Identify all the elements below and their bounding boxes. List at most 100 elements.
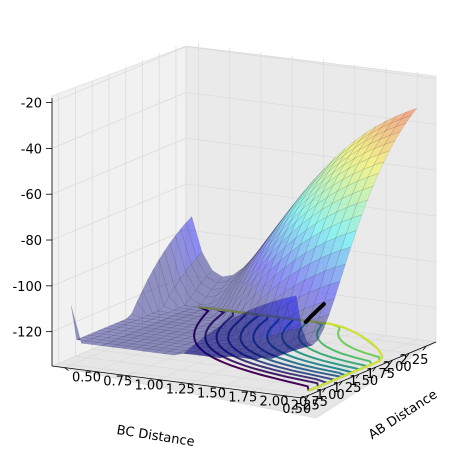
surface-face — [177, 311, 196, 316]
surface-face — [199, 346, 217, 351]
surface-face — [255, 241, 272, 266]
surface-face — [359, 135, 376, 150]
surface-face — [143, 336, 161, 341]
surface-face — [218, 302, 235, 326]
surface-face — [225, 274, 242, 296]
surface-face — [90, 341, 109, 347]
surface-face — [252, 237, 269, 259]
surface-face — [164, 242, 181, 288]
surface-face — [337, 173, 354, 192]
surface-face — [270, 230, 287, 254]
surface-face — [173, 352, 190, 356]
surface-face — [232, 311, 249, 336]
surface-face — [213, 303, 230, 322]
surface-face — [347, 152, 365, 170]
surface-face — [164, 333, 182, 338]
surface-face — [239, 277, 256, 305]
surface-face — [287, 193, 304, 214]
surface-face — [145, 319, 163, 324]
surface-face — [311, 196, 328, 218]
surface-face — [241, 346, 259, 351]
surface-face — [286, 209, 303, 231]
surface-face — [279, 237, 297, 262]
surface-face — [282, 324, 299, 345]
z-tick-label: -40 — [21, 142, 42, 157]
surface-face — [214, 293, 231, 316]
surface-face — [240, 257, 257, 281]
surface-face — [192, 322, 210, 327]
surface-face — [296, 200, 313, 222]
surface-face — [107, 335, 125, 340]
surface-face — [223, 303, 240, 329]
surface-face — [239, 265, 256, 291]
surface-face — [214, 351, 232, 356]
surface-face — [235, 267, 252, 292]
surface-face — [389, 122, 407, 136]
surface-face — [280, 329, 298, 349]
surface-face — [358, 148, 375, 164]
surface-face — [174, 278, 191, 306]
surface-face — [173, 307, 191, 312]
surface-face — [204, 344, 223, 349]
surface-face — [282, 201, 299, 223]
surface-face — [208, 354, 227, 359]
surface-face — [190, 333, 208, 338]
x-tick-mark — [405, 352, 410, 358]
x-tick-mark — [372, 366, 377, 372]
surface-face — [234, 312, 251, 351]
surface-face — [291, 327, 308, 346]
y-tick-mark — [189, 383, 194, 387]
surface-face — [275, 297, 292, 334]
surface-face — [329, 263, 346, 285]
surface-face — [188, 351, 206, 356]
surface-face — [315, 203, 333, 224]
surface-face — [127, 343, 145, 348]
surface-face — [378, 140, 396, 155]
surface-face — [166, 315, 185, 320]
surface-face — [328, 154, 345, 172]
surface-face — [286, 344, 303, 352]
surface-face — [298, 178, 315, 198]
surface-face — [203, 329, 221, 359]
surface-face — [205, 288, 223, 298]
x-axis-label: BC Distance — [115, 423, 195, 450]
surface-face — [250, 340, 267, 360]
y-tick-label: 2.25 — [291, 399, 320, 414]
surface-face — [158, 250, 175, 297]
y-tick-mark — [126, 375, 132, 379]
surface-face — [174, 334, 193, 339]
surface-face — [338, 147, 355, 164]
surface-face — [136, 289, 153, 316]
surface-face — [229, 278, 246, 304]
surface-face — [265, 242, 282, 267]
surface-face — [178, 305, 196, 310]
axes: 0.500.751.001.251.501.752.002.250.50 0.75… — [12, 97, 437, 417]
surface-face — [262, 223, 279, 246]
surface-face — [307, 180, 324, 200]
surface-face — [343, 149, 360, 166]
y-tick-label: 1.25 — [166, 383, 195, 398]
surface-face — [276, 209, 293, 232]
surface-face — [308, 167, 325, 186]
surface-face — [287, 308, 305, 331]
surface-face — [216, 334, 234, 339]
surface-face — [221, 337, 239, 342]
surface-face — [262, 308, 280, 334]
surface-face — [288, 279, 305, 304]
surface-face — [278, 203, 295, 225]
surface-face — [323, 155, 340, 173]
surface-mesh — [71, 107, 418, 360]
surface-face — [198, 313, 216, 318]
surface-face — [215, 340, 234, 345]
surface-face — [186, 324, 204, 329]
surface-face — [153, 343, 171, 349]
surface-face — [169, 235, 186, 280]
surface-face — [246, 247, 263, 271]
surface-face — [251, 239, 268, 262]
surface-face — [251, 341, 269, 352]
surface-face — [230, 344, 249, 350]
surface-face — [182, 314, 200, 319]
z-tick-label: -100 — [12, 280, 42, 295]
surface-face — [323, 281, 341, 302]
surface-face — [252, 316, 269, 342]
